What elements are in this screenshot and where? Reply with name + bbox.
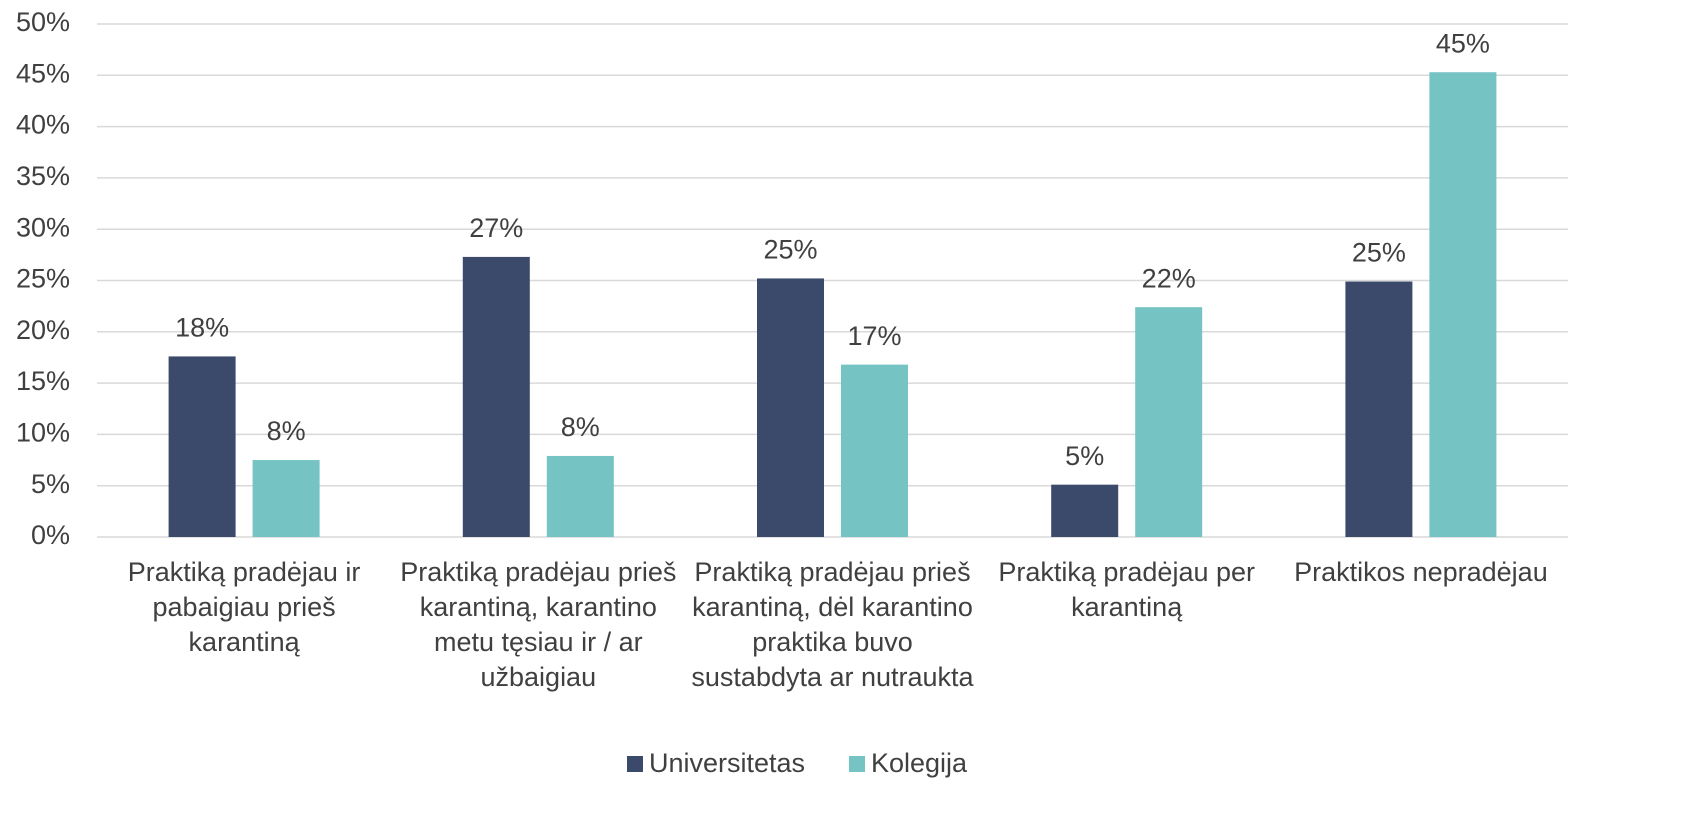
data-label: 8% — [267, 416, 306, 446]
bar — [841, 364, 908, 537]
y-tick-label: 35% — [16, 161, 70, 191]
y-tick-label: 30% — [16, 212, 70, 242]
bar — [1345, 281, 1413, 537]
data-label: 45% — [1436, 28, 1490, 58]
data-label: 25% — [763, 235, 817, 265]
data-label: 17% — [847, 321, 901, 351]
y-tick-label: 10% — [16, 418, 70, 448]
data-label: 5% — [1065, 441, 1104, 471]
x-tick-label: Praktiką pradėjau per karantiną — [998, 557, 1256, 622]
y-tick-label: 15% — [16, 366, 70, 396]
data-label: 27% — [469, 213, 523, 243]
x-tick-label: Praktiką pradėjau ir pabaigiau prieš kar… — [127, 557, 361, 657]
bar — [1135, 307, 1203, 537]
data-label: 18% — [175, 313, 229, 343]
data-label: 8% — [561, 412, 600, 442]
y-tick-label: 0% — [31, 520, 70, 550]
y-tick-label: 25% — [16, 264, 70, 294]
x-tick-label: Praktiką pradėjau prieš karantiną, karan… — [400, 557, 677, 692]
legend-swatch — [627, 756, 643, 772]
y-tick-label: 50% — [16, 7, 70, 37]
bar — [252, 460, 320, 537]
bar — [168, 356, 236, 537]
legend-label: Kolegija — [871, 748, 968, 778]
y-tick-label: 40% — [16, 110, 70, 140]
y-tick-label: 45% — [16, 58, 70, 88]
data-label: 22% — [1142, 263, 1196, 293]
bar — [546, 455, 614, 537]
legend-label: Universitetas — [649, 748, 805, 778]
y-tick-label: 20% — [16, 315, 70, 345]
bar — [1051, 484, 1119, 537]
legend-swatch — [849, 756, 865, 772]
bar — [757, 278, 824, 537]
y-tick-label: 5% — [31, 469, 70, 499]
bar — [1429, 72, 1497, 538]
x-tick-label: Praktikos nepradėjau — [1294, 557, 1548, 587]
x-tick-label: Praktiką pradėjau prieš karantiną, dėl k… — [691, 557, 974, 692]
bar — [462, 256, 530, 537]
data-label: 25% — [1352, 238, 1406, 268]
